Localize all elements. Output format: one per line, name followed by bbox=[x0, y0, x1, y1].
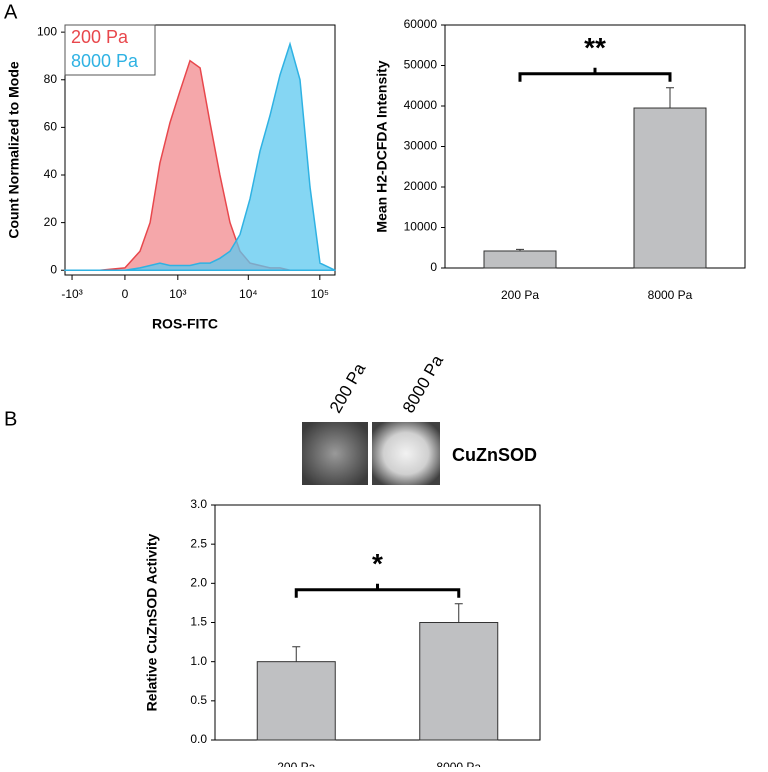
legend-label: 8000 Pa bbox=[71, 51, 139, 71]
error-bar bbox=[454, 603, 463, 623]
y-tick-label: 30000 bbox=[404, 139, 438, 153]
x-tick-label: 10⁴ bbox=[239, 287, 258, 301]
x-tick-label: 8000 Pa bbox=[648, 288, 693, 302]
legend-box bbox=[64, 24, 156, 76]
significance-bracket bbox=[294, 583, 461, 598]
blot-label: CuZnSOD bbox=[452, 445, 537, 465]
significance-mark: ** bbox=[584, 32, 606, 63]
y-tick-label: 80 bbox=[44, 72, 58, 86]
y-tick-label: 50000 bbox=[404, 58, 438, 72]
y-tick-label: 20000 bbox=[404, 179, 438, 193]
y-tick-label: 1.0 bbox=[190, 654, 207, 668]
y-axis-label: Mean H2-DCFDA Intensity bbox=[374, 60, 390, 232]
panel-label: A bbox=[4, 1, 18, 23]
bar bbox=[419, 622, 499, 741]
significance-mark: * bbox=[372, 548, 383, 579]
blot-lane-label: 8000 Pa bbox=[399, 351, 447, 416]
blot-lane bbox=[302, 422, 368, 485]
x-axis-label: ROS-FITC bbox=[152, 316, 218, 332]
y-tick-label: 0 bbox=[50, 262, 57, 276]
x-tick-label: 200 Pa bbox=[277, 760, 315, 767]
y-tick-label: 10000 bbox=[404, 220, 438, 234]
blot-lane bbox=[372, 422, 440, 485]
error-bar bbox=[666, 87, 674, 109]
y-tick-label: 3.0 bbox=[190, 497, 207, 511]
x-tick-label: 10³ bbox=[169, 287, 186, 301]
y-tick-label: 40 bbox=[44, 167, 58, 181]
area bbox=[64, 41, 336, 271]
y-tick-label: 60 bbox=[44, 120, 58, 134]
plot-frame bbox=[64, 24, 336, 276]
significance-bracket bbox=[518, 67, 672, 82]
x-tick-label: 0 bbox=[122, 287, 129, 301]
y-axis-label: Relative CuZnSOD Activity bbox=[144, 533, 160, 711]
x-tick-label: 200 Pa bbox=[501, 288, 539, 302]
x-tick-label: 8000 Pa bbox=[436, 760, 481, 767]
x-tick-label: 10⁵ bbox=[311, 287, 329, 301]
y-tick-label: 0 bbox=[430, 260, 437, 274]
y-tick-label: 2.5 bbox=[190, 536, 207, 550]
y-tick-label: 0.0 bbox=[190, 732, 207, 746]
y-axis-label: Count Normalized to Mode bbox=[6, 61, 22, 239]
y-tick-label: 2.0 bbox=[190, 576, 207, 590]
legend-label: 200 Pa bbox=[71, 27, 129, 47]
y-tick-label: 40000 bbox=[404, 98, 438, 112]
y-tick-label: 100 bbox=[37, 24, 57, 38]
y-tick-label: 60000 bbox=[404, 17, 438, 31]
bar bbox=[256, 661, 336, 741]
y-tick-label: 20 bbox=[44, 215, 58, 229]
error-bar bbox=[292, 646, 301, 662]
y-tick-label: 1.5 bbox=[190, 615, 207, 629]
error-bar bbox=[516, 248, 524, 251]
y-tick-label: 0.5 bbox=[190, 693, 207, 707]
bar bbox=[633, 107, 707, 269]
blot-lane-label: 200 Pa bbox=[326, 360, 370, 417]
panel-label: B bbox=[4, 408, 17, 430]
x-tick-label: -10³ bbox=[61, 287, 82, 301]
bar bbox=[483, 250, 557, 269]
